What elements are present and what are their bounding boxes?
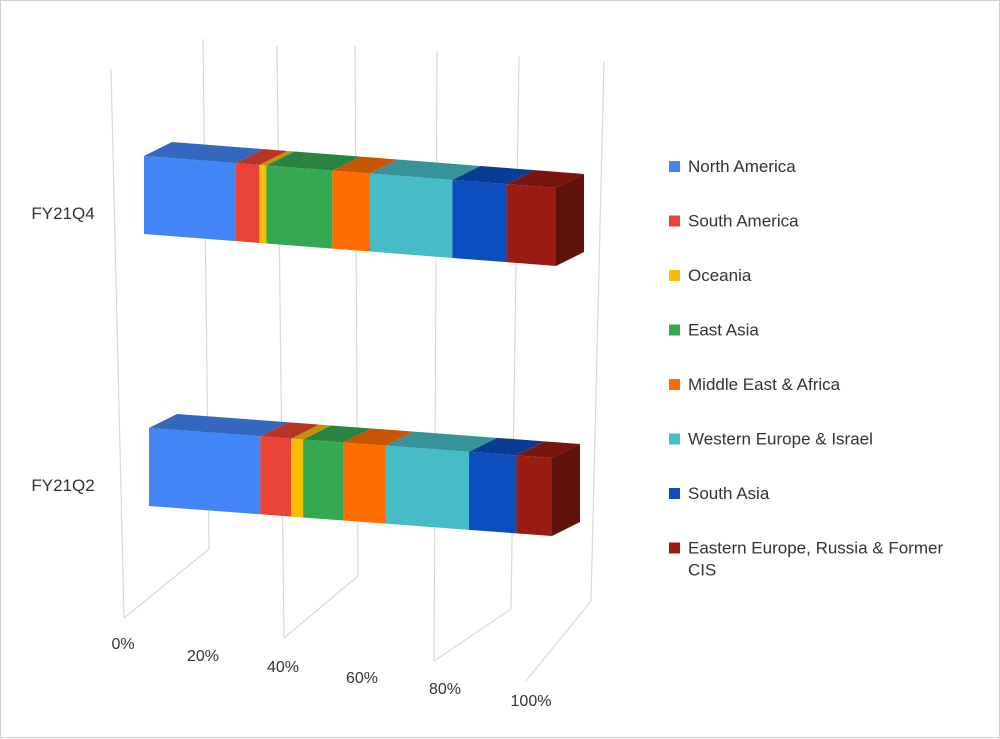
category-label: FY21Q4 <box>31 204 94 223</box>
bar-segment-fy21q2-north-america <box>149 428 261 515</box>
legend-item-south-asia: South Asia <box>669 484 770 503</box>
bar-segment-fy21q2-eastern-europe-russia-former-cis-side <box>552 444 580 536</box>
legend-swatch <box>669 270 680 281</box>
x-tick-label: 20% <box>187 648 219 665</box>
bar-segment-fy21q4-oceania-top <box>259 150 295 166</box>
bar-segment-fy21q2-south-asia <box>469 451 517 534</box>
legend-swatch <box>669 488 680 499</box>
legend-item-middle-east-africa: Middle East & Africa <box>669 375 841 394</box>
legend-label: South Asia <box>688 484 770 503</box>
bar-segment-fy21q2-middle-east-africa-top <box>343 428 415 446</box>
legend-label: North America <box>688 157 796 176</box>
legend-label: Eastern Europe, Russia & Former <box>688 539 943 558</box>
bar-segment-fy21q2-middle-east-africa <box>343 442 387 524</box>
legend-label: East Asia <box>688 321 759 340</box>
bar-segment-fy21q2-oceania <box>291 438 304 518</box>
legend-swatch <box>669 379 680 390</box>
x-tick-label: 100% <box>511 693 552 710</box>
bar-segment-fy21q2-western-europe-israel-top <box>386 431 498 452</box>
floor-line <box>433 608 512 662</box>
bar-segment-fy21q4-south-asia <box>452 179 507 263</box>
grid-line <box>590 60 605 602</box>
x-tick-label: 40% <box>267 659 299 676</box>
grid-layer <box>110 38 605 682</box>
grid-line <box>433 50 438 662</box>
bar-segment-fy21q4-north-america <box>144 156 236 242</box>
bar-segment-fy21q4-east-asia <box>266 165 333 249</box>
floor-line <box>525 600 592 682</box>
bar-segment-fy21q4-middle-east-africa <box>332 170 371 252</box>
grid-line <box>110 68 125 619</box>
legend-label: South America <box>688 212 799 231</box>
legend-item-south-america: South America <box>669 212 799 231</box>
bar-segment-fy21q2-north-america-top <box>149 414 289 437</box>
legend-swatch <box>669 161 680 172</box>
legend-item-western-europe-israel: Western Europe & Israel <box>669 430 873 449</box>
category-label: FY21Q2 <box>31 476 94 495</box>
legend-swatch <box>669 542 680 554</box>
bar-segment-fy21q2-east-asia-top <box>303 425 372 443</box>
bar-segment-fy21q2-south-america-top <box>260 422 320 439</box>
floor-line <box>283 575 359 639</box>
bar-segment-fy21q4-western-europe-israel-top <box>370 159 481 180</box>
legend-label-continued: CIS <box>688 561 716 580</box>
legend-label: Middle East & Africa <box>688 375 841 394</box>
legend-swatch <box>669 215 680 227</box>
legend-swatch <box>669 324 680 336</box>
grid-line <box>276 45 285 639</box>
bar-segment-fy21q4-north-america-top <box>144 142 264 164</box>
floor-line <box>123 548 210 619</box>
legend-item-east-asia: East Asia <box>669 321 759 340</box>
bar-segment-fy21q2-east-asia <box>303 439 344 521</box>
bar-segment-fy21q2-eastern-europe-russia-former-cis <box>516 455 552 536</box>
bar-segment-fy21q2-south-america <box>260 436 292 517</box>
legend-item-oceania: Oceania <box>669 266 752 285</box>
bar-segment-fy21q4-eastern-europe-russia-former-cis-side <box>556 174 584 266</box>
legend-item-eastern-europe-russia-former-cis: Eastern Europe, Russia & Former CIS <box>669 539 943 580</box>
bar-segment-fy21q4-western-europe-israel <box>370 173 453 258</box>
bar-segment-fy21q2-eastern-europe-russia-former-cis-top <box>516 441 580 458</box>
legend-label: Western Europe & Israel <box>688 430 873 449</box>
bar-segment-fy21q4-middle-east-africa-top <box>332 156 399 174</box>
bar-segment-fy21q4-south-america <box>235 163 260 243</box>
bar-segment-fy21q4-south-asia-top <box>452 165 535 185</box>
bar-segment-fy21q4-eastern-europe-russia-former-cis-top <box>506 170 584 188</box>
x-tick-label: 80% <box>429 681 461 698</box>
legend-swatch <box>669 433 680 445</box>
bar-segment-fy21q4-eastern-europe-russia-former-cis <box>506 184 556 266</box>
bar-segment-fy21q4-oceania <box>259 164 267 244</box>
bar-segment-fy21q4-east-asia-top <box>266 151 361 171</box>
legend-label: Oceania <box>688 266 752 285</box>
legend: North America South America Oceania East As… <box>669 157 943 580</box>
bar-segment-fy21q2-western-europe-israel <box>386 445 470 530</box>
bar-segment-fy21q4-south-america-top <box>235 149 288 165</box>
legend-item-north-america: North America <box>669 157 796 176</box>
labels-layer: 0% 20% 40% 60% 80% 100% FY21Q4 FY21Q2 <box>31 204 551 710</box>
bar-segment-fy21q2-south-asia-top <box>469 437 545 456</box>
bars-layer <box>144 142 584 536</box>
bar-segment-fy21q2-oceania-top <box>291 424 332 440</box>
x-tick-label: 60% <box>346 670 378 687</box>
x-tick-label: 0% <box>111 636 134 653</box>
